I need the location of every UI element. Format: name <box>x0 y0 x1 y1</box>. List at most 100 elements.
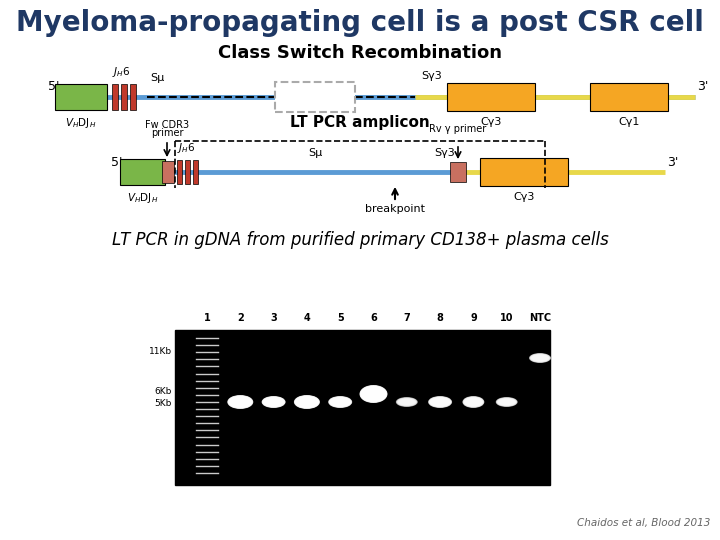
Ellipse shape <box>397 398 416 406</box>
Ellipse shape <box>231 398 250 406</box>
Ellipse shape <box>465 399 482 406</box>
Bar <box>185 160 190 184</box>
Ellipse shape <box>296 396 318 407</box>
Ellipse shape <box>497 397 517 406</box>
Ellipse shape <box>360 386 387 403</box>
Ellipse shape <box>530 354 550 362</box>
Ellipse shape <box>499 399 515 404</box>
Ellipse shape <box>297 398 317 406</box>
Ellipse shape <box>230 398 250 406</box>
Ellipse shape <box>496 397 518 407</box>
Ellipse shape <box>397 399 416 406</box>
Ellipse shape <box>264 399 283 406</box>
Ellipse shape <box>229 396 252 408</box>
Ellipse shape <box>329 397 351 407</box>
Text: Sμ: Sμ <box>150 73 164 83</box>
Text: primer: primer <box>150 128 184 138</box>
Text: 2: 2 <box>237 313 243 323</box>
Ellipse shape <box>529 353 551 363</box>
Ellipse shape <box>264 397 284 407</box>
Ellipse shape <box>297 397 318 407</box>
Text: 11Kb: 11Kb <box>149 348 172 356</box>
Ellipse shape <box>429 397 451 407</box>
Ellipse shape <box>363 389 384 399</box>
Ellipse shape <box>262 396 285 408</box>
Bar <box>450 162 466 182</box>
Text: 6: 6 <box>370 313 377 323</box>
Text: Rv γ primer: Rv γ primer <box>429 124 487 134</box>
Ellipse shape <box>398 399 415 405</box>
Ellipse shape <box>431 399 449 406</box>
Ellipse shape <box>329 396 351 408</box>
Text: LT PCR in gDNA from purified primary CD138+ plasma cells: LT PCR in gDNA from purified primary CD1… <box>112 231 608 249</box>
Ellipse shape <box>264 398 283 406</box>
Text: Chaidos et al, Blood 2013: Chaidos et al, Blood 2013 <box>577 518 710 528</box>
Ellipse shape <box>229 396 251 407</box>
Ellipse shape <box>431 399 449 406</box>
Ellipse shape <box>331 399 349 406</box>
Ellipse shape <box>498 398 516 406</box>
Ellipse shape <box>364 389 384 399</box>
Bar <box>193 160 198 184</box>
Ellipse shape <box>328 396 352 408</box>
Ellipse shape <box>431 398 449 406</box>
Ellipse shape <box>361 388 385 401</box>
Text: Cμ: Cμ <box>286 92 300 102</box>
Text: 1: 1 <box>204 313 210 323</box>
Ellipse shape <box>529 353 551 363</box>
Ellipse shape <box>399 399 415 404</box>
Ellipse shape <box>330 397 350 407</box>
Ellipse shape <box>465 398 482 406</box>
Text: 4: 4 <box>304 313 310 323</box>
Ellipse shape <box>361 386 387 402</box>
Ellipse shape <box>294 395 320 409</box>
Ellipse shape <box>295 396 319 408</box>
Ellipse shape <box>495 397 518 407</box>
Ellipse shape <box>262 396 285 408</box>
Ellipse shape <box>498 399 516 406</box>
Ellipse shape <box>297 398 316 406</box>
Text: 3: 3 <box>270 313 277 323</box>
Ellipse shape <box>363 388 384 400</box>
Ellipse shape <box>531 354 549 362</box>
Ellipse shape <box>396 397 418 407</box>
Ellipse shape <box>531 355 549 361</box>
Ellipse shape <box>397 397 417 407</box>
Text: Cδ: Cδ <box>323 92 337 102</box>
Ellipse shape <box>228 396 253 408</box>
Ellipse shape <box>532 355 548 361</box>
Ellipse shape <box>498 399 516 405</box>
Text: 3': 3' <box>697 80 708 93</box>
Ellipse shape <box>297 397 317 407</box>
Ellipse shape <box>531 354 549 362</box>
Ellipse shape <box>464 397 483 407</box>
Ellipse shape <box>463 396 484 408</box>
Ellipse shape <box>463 397 484 407</box>
Ellipse shape <box>328 396 352 408</box>
Text: 5: 5 <box>337 313 343 323</box>
Ellipse shape <box>261 396 286 408</box>
Ellipse shape <box>398 399 415 405</box>
Ellipse shape <box>531 355 549 361</box>
Text: $J_H$6: $J_H$6 <box>112 65 130 79</box>
Text: NTC: NTC <box>529 313 551 323</box>
Ellipse shape <box>431 398 450 406</box>
Ellipse shape <box>294 396 319 408</box>
Ellipse shape <box>294 395 320 409</box>
Ellipse shape <box>430 397 450 407</box>
Bar <box>480 158 568 186</box>
Text: Myeloma-propagating cell is a post CSR cell: Myeloma-propagating cell is a post CSR c… <box>16 9 704 37</box>
Ellipse shape <box>397 397 417 406</box>
Ellipse shape <box>465 399 482 406</box>
Ellipse shape <box>230 397 251 407</box>
Text: $V_H$DJ$_H$: $V_H$DJ$_H$ <box>127 191 158 205</box>
Bar <box>177 160 182 184</box>
Ellipse shape <box>428 396 452 408</box>
Ellipse shape <box>430 397 451 407</box>
Text: Class Switch Recombination: Class Switch Recombination <box>218 44 502 62</box>
Text: 6Kb: 6Kb <box>155 388 172 396</box>
Bar <box>447 83 535 111</box>
Text: Cγ1: Cγ1 <box>618 117 639 127</box>
Ellipse shape <box>464 398 482 406</box>
Ellipse shape <box>530 354 550 362</box>
